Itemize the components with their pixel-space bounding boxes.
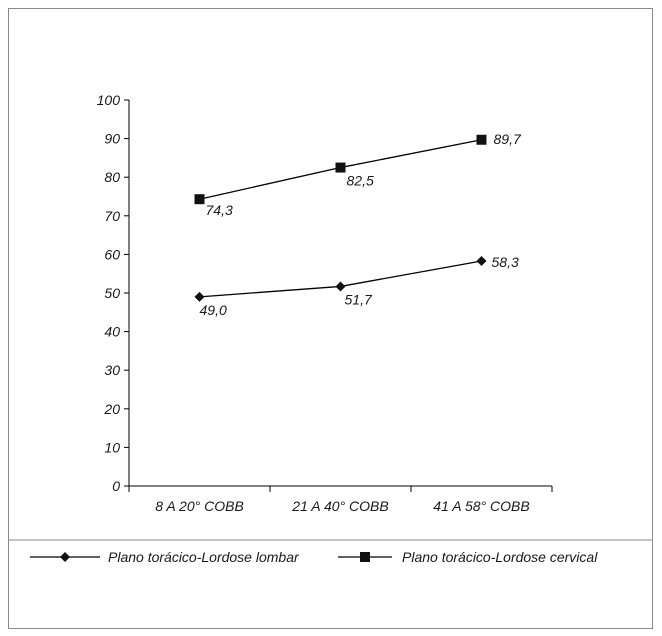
data-point-square [194,194,205,205]
data-point-square [335,162,346,173]
y-tick-label: 30 [104,362,120,378]
data-point-square [476,134,487,145]
legend-label: Plano torácico-Lordose lombar [108,549,300,565]
data-label: 51,7 [345,291,373,307]
y-tick-label: 70 [104,208,120,224]
y-tick-label: 50 [104,285,120,301]
chart-frame [8,8,653,629]
y-tick-label: 80 [104,169,120,185]
data-point-diamond [335,281,346,292]
data-label: 82,5 [347,173,374,189]
data-label: 89,7 [494,131,522,147]
legend-marker-diamond [60,552,70,562]
y-tick-label: 10 [104,439,120,455]
y-tick-label: 60 [104,246,120,262]
y-tick-label: 0 [112,478,120,494]
legend-label: Plano torácico-Lordose cervical [402,549,598,565]
data-label: 49,0 [200,302,227,318]
y-tick-label: 20 [103,401,120,417]
data-point-diamond [476,255,487,266]
x-tick-label: 21 A 40° COBB [291,498,388,514]
data-label: 58,3 [492,254,519,270]
y-tick-label: 100 [97,92,121,108]
x-tick-label: 8 A 20° COBB [155,498,244,514]
x-tick-label: 41 A 58° COBB [433,498,529,514]
data-label: 74,3 [206,202,233,218]
series-line-diamond [199,260,482,298]
y-tick-label: 40 [104,324,120,340]
data-point-diamond [194,291,205,302]
y-tick-label: 90 [104,131,120,147]
legend-marker-square [360,552,370,562]
